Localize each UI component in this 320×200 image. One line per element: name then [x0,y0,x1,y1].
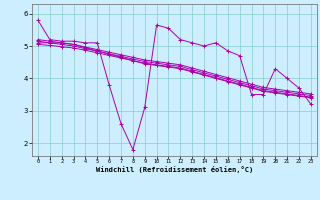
X-axis label: Windchill (Refroidissement éolien,°C): Windchill (Refroidissement éolien,°C) [96,166,253,173]
